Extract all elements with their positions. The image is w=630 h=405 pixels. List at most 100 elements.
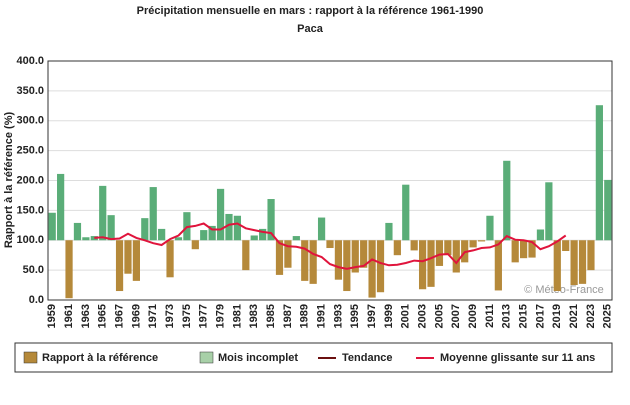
bar bbox=[141, 218, 149, 241]
bar bbox=[562, 240, 570, 252]
x-tick-label: 2005 bbox=[433, 304, 445, 328]
x-tick-label: 2019 bbox=[551, 304, 563, 328]
legend-label: Mois incomplet bbox=[218, 352, 298, 364]
legend-label: Moyenne glissante sur 11 ans bbox=[440, 352, 595, 364]
watermark: © Météo-France bbox=[524, 284, 604, 296]
bar bbox=[225, 213, 233, 241]
bar bbox=[545, 182, 553, 241]
bar bbox=[536, 229, 545, 241]
bar bbox=[166, 240, 174, 278]
legend-label: Tendance bbox=[342, 352, 393, 364]
x-tick-label: 1987 bbox=[282, 304, 294, 328]
bar bbox=[115, 240, 124, 292]
bar bbox=[334, 240, 343, 280]
y-tick-label: 50.0 bbox=[23, 264, 44, 276]
x-tick-label: 1975 bbox=[181, 304, 193, 328]
bar bbox=[452, 240, 460, 273]
moving-average-line bbox=[94, 222, 567, 270]
bar bbox=[267, 199, 275, 241]
bar bbox=[309, 240, 317, 284]
bar bbox=[90, 236, 98, 241]
bar bbox=[604, 179, 612, 241]
x-tick-label: 2025 bbox=[602, 304, 614, 328]
x-tick-label: 1961 bbox=[63, 304, 75, 328]
x-tick-label: 2017 bbox=[534, 304, 546, 328]
y-tick-label: 400.0 bbox=[16, 55, 44, 67]
bar bbox=[427, 240, 435, 287]
bar bbox=[48, 212, 56, 241]
bar bbox=[570, 240, 578, 286]
x-tick-label: 1959 bbox=[46, 304, 58, 328]
bar bbox=[317, 217, 326, 241]
chart-title: Précipitation mensuelle en mars : rappor… bbox=[137, 5, 484, 17]
x-tick-label: 1989 bbox=[299, 304, 311, 328]
x-tick-label: 1997 bbox=[366, 304, 378, 328]
x-tick-label: 2001 bbox=[400, 304, 412, 328]
bar bbox=[275, 240, 284, 275]
legend-box bbox=[14, 342, 613, 373]
y-tick-label: 0.0 bbox=[29, 294, 44, 306]
bar bbox=[158, 228, 166, 241]
x-tick-label: 1983 bbox=[248, 304, 260, 328]
bar bbox=[200, 230, 208, 241]
x-tick-label: 2021 bbox=[568, 304, 580, 328]
x-tick-label: 1969 bbox=[130, 304, 142, 328]
bar bbox=[477, 240, 486, 242]
bar bbox=[494, 240, 502, 291]
bar bbox=[343, 240, 351, 292]
bar bbox=[578, 240, 587, 284]
chart-subtitle: Paca bbox=[297, 23, 324, 35]
x-tick-label: 2013 bbox=[501, 304, 513, 328]
legend-swatch bbox=[23, 351, 38, 364]
bar bbox=[82, 237, 90, 241]
bar bbox=[587, 240, 595, 271]
bar bbox=[132, 240, 140, 281]
x-tick-label: 1991 bbox=[315, 304, 327, 328]
bar bbox=[385, 222, 393, 241]
bar bbox=[595, 105, 603, 241]
bar bbox=[191, 240, 199, 250]
bar bbox=[149, 187, 157, 241]
y-tick-label: 100.0 bbox=[16, 234, 44, 246]
bar bbox=[520, 240, 528, 259]
bar bbox=[444, 240, 452, 256]
bar bbox=[435, 240, 444, 266]
bar bbox=[259, 228, 267, 241]
bar bbox=[511, 240, 519, 263]
bar bbox=[242, 240, 250, 271]
x-tick-label: 1979 bbox=[214, 304, 226, 328]
bar bbox=[360, 240, 368, 268]
bar bbox=[410, 240, 418, 251]
x-tick-label: 2009 bbox=[467, 304, 479, 328]
x-tick-label: 1963 bbox=[80, 304, 92, 328]
bar bbox=[528, 240, 536, 258]
bar bbox=[65, 240, 73, 299]
legend-label: Rapport à la référence bbox=[42, 352, 158, 364]
x-tick-label: 2015 bbox=[518, 304, 530, 328]
x-tick-label: 1985 bbox=[265, 304, 277, 328]
x-tick-label: 1973 bbox=[164, 304, 176, 328]
x-tick-label: 1999 bbox=[383, 304, 395, 328]
bar bbox=[99, 185, 107, 241]
x-tick-label: 1971 bbox=[147, 304, 159, 328]
x-tick-label: 1965 bbox=[97, 304, 109, 328]
y-axis-label: Rapport à la référence (%) bbox=[3, 112, 15, 249]
bar bbox=[351, 240, 359, 273]
bar bbox=[376, 240, 385, 293]
x-tick-label: 2023 bbox=[585, 304, 597, 328]
bar bbox=[292, 236, 300, 241]
x-tick-label: 1967 bbox=[113, 304, 125, 328]
bar bbox=[326, 240, 334, 249]
bar bbox=[284, 240, 292, 268]
y-tick-label: 250.0 bbox=[16, 145, 44, 157]
bar bbox=[368, 240, 376, 298]
x-tick-label: 1981 bbox=[231, 304, 243, 328]
bar bbox=[503, 160, 511, 241]
y-tick-label: 300.0 bbox=[16, 115, 44, 127]
bar bbox=[486, 215, 494, 241]
legend-swatch bbox=[199, 351, 214, 364]
x-tick-label: 1993 bbox=[332, 304, 344, 328]
plot-frame bbox=[47, 60, 613, 301]
bar bbox=[402, 184, 410, 241]
